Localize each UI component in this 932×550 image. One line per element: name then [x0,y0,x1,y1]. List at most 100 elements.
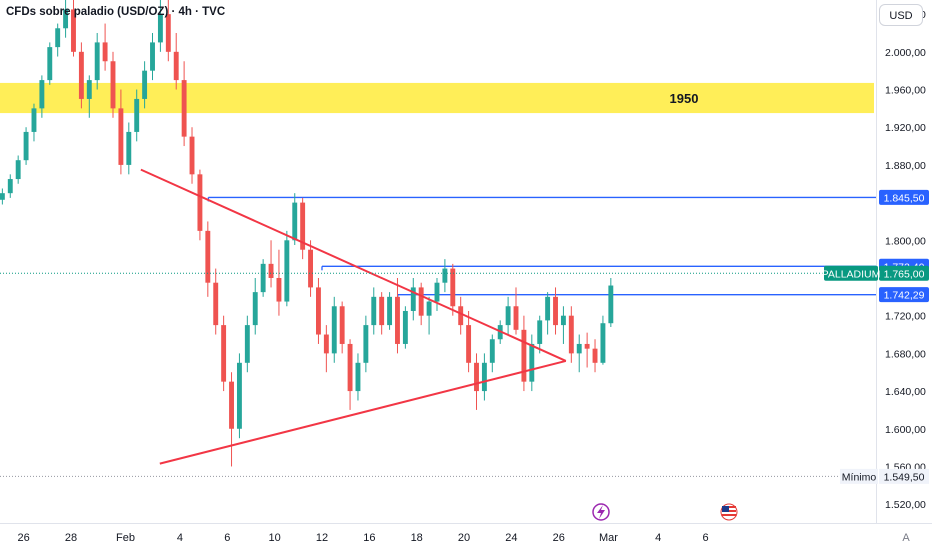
candle-body [276,277,282,302]
candle [331,296,337,363]
candle-body [355,362,361,392]
candle [395,277,400,354]
time-tick-label: 6 [224,532,230,544]
candle [229,372,234,467]
level-price-tag: 1.845,50 [884,192,925,204]
candle [47,42,53,85]
plot-area[interactable] [0,0,876,523]
candle [165,0,171,62]
candle [284,230,290,307]
candle-body [292,202,298,241]
candle-body [316,287,321,335]
candle-body [592,348,598,363]
candle [410,277,416,321]
candle [213,268,219,335]
candles [0,0,614,467]
candle-body [576,343,582,354]
candle-body [418,287,424,316]
time-tick-label: 12 [316,532,328,544]
candle [86,75,92,118]
candle-body [134,98,140,132]
candle-body [442,268,448,283]
candle-body [150,42,155,71]
candle [173,32,179,90]
candle-body [260,263,266,293]
price-tags: 1.845,501.772,401.742,291.765,00PALLADIU… [822,189,929,484]
candle [458,296,464,335]
candle-body [331,306,337,354]
price-tick-label: 1.520,00 [885,499,926,511]
price-tick-label: 1.600,00 [885,424,926,436]
flash-icon[interactable] [592,503,610,521]
candle [94,32,100,90]
us-flag-icon[interactable] [720,503,738,521]
candle-body [474,362,479,392]
candle-body [55,28,61,48]
candle [584,332,590,368]
symbol-badge-bg [824,265,878,281]
candle-body [608,285,614,324]
candle-body [165,14,171,52]
level-price-tag-bg [879,287,929,303]
time-tick-label: 18 [411,532,423,544]
candle [466,310,472,373]
candle-body [23,131,29,161]
candle-body [205,230,211,283]
candle [55,23,61,57]
price-tick-label: 1.920,00 [885,122,926,134]
candle-body [387,296,393,326]
candle [402,306,408,349]
candle [371,287,377,335]
candle [15,155,21,184]
candle-body [584,343,590,349]
candle [347,339,353,410]
candle-body [126,131,132,165]
candle-body [197,174,203,231]
candle-body [213,282,219,326]
candle [339,301,345,354]
price-tick-label: 1.960,00 [885,85,926,97]
time-tick-label: 20 [458,532,470,544]
candle [323,325,329,373]
price-tick-label: 2.000,00 [885,47,926,59]
candle [308,240,314,297]
candle [608,277,614,327]
candle [7,174,13,198]
candle-body [537,320,543,344]
candle [568,306,574,363]
candle [142,61,148,109]
candle [181,61,187,147]
candle-body [63,9,69,29]
candle [236,353,242,439]
level-price-tag: 1.742,29 [884,290,925,302]
candle [63,0,69,38]
candle-body [39,80,45,109]
candle-body [489,339,495,363]
candle-body [268,263,274,278]
candle-body [458,306,464,326]
candle [316,277,321,344]
candle-body [339,306,345,344]
tradingview-logo-icon[interactable]: A [902,532,910,544]
triangle-pattern [140,168,567,465]
level-price-tag-bg [879,189,929,205]
candle [0,188,5,205]
candle [489,334,495,373]
candle [31,103,37,142]
price-tick-label: 1.680,00 [885,348,926,360]
candle-body [553,296,558,326]
candle-body [379,296,385,326]
candle-body [402,310,408,344]
price-tick-label: 1.640,00 [885,386,926,398]
candle [292,193,298,246]
current-price-tag: 1.765,00 [884,268,925,280]
candle-body [229,381,234,429]
time-tick-label: Feb [116,532,135,544]
candle-body [395,296,400,344]
minimum-price-tag-bg [879,468,929,484]
candle-body [521,329,527,382]
candle [244,315,250,373]
candle [102,23,108,71]
currency-button[interactable]: USD [879,4,923,26]
